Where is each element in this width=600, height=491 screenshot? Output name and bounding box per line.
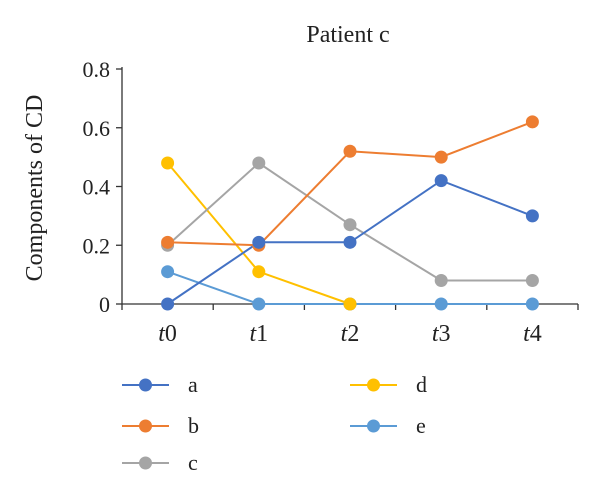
legend-marker <box>139 419 152 433</box>
x-tick-label-suffix: 4 <box>530 321 542 347</box>
legend-item-b: b <box>122 413 199 438</box>
y-tick-label: 0.8 <box>83 57 111 82</box>
legend-marker <box>367 378 380 392</box>
legend: abc de <box>122 372 427 475</box>
legend-item-e: e <box>350 413 426 438</box>
legend-marker <box>367 419 380 433</box>
x-tick-label-prefix: t <box>249 321 257 347</box>
y-tick-label: 0.4 <box>83 175 111 200</box>
data-point-c <box>343 218 357 232</box>
data-point-d <box>161 156 175 170</box>
data-point-b <box>161 235 175 249</box>
legend-marker <box>139 456 152 470</box>
data-point-c <box>525 274 539 287</box>
plot-area: 00.20.40.60.8t0 t1 t2 t3 t4 <box>83 57 579 347</box>
x-tick-label: t1 <box>249 321 268 347</box>
x-tick-label: t2 <box>341 321 360 347</box>
legend-item-a: a <box>122 372 198 397</box>
y-tick-label: 0.6 <box>83 116 111 141</box>
x-tick-label-prefix: t <box>523 321 531 347</box>
legend-item-c: c <box>122 450 198 475</box>
data-point-b <box>434 150 448 164</box>
legend-label: a <box>188 372 198 397</box>
x-tick-label-prefix: t <box>432 321 440 347</box>
data-point-a <box>434 174 448 188</box>
x-tick-label: t0 <box>158 321 177 347</box>
legend-label: e <box>416 413 426 438</box>
y-tick-label: 0.2 <box>83 233 111 258</box>
data-point-c <box>252 156 266 170</box>
legend-label: d <box>416 372 427 397</box>
data-point-a <box>161 297 175 311</box>
legend-item-d: d <box>350 372 427 397</box>
y-axis-label: Components of CD <box>22 95 48 282</box>
legend-label: b <box>188 413 199 438</box>
x-tick-label-suffix: 1 <box>256 321 268 347</box>
x-tick-label-prefix: t <box>158 321 166 347</box>
x-tick-label: t3 <box>432 321 451 347</box>
data-point-e <box>161 265 175 279</box>
x-tick-label-prefix: t <box>341 321 349 347</box>
x-tick-label: t4 <box>523 321 542 347</box>
x-tick-label-suffix: 2 <box>347 321 359 347</box>
x-tick-label-suffix: 0 <box>165 321 177 347</box>
legend-label: c <box>188 450 198 475</box>
data-point-c <box>434 274 448 287</box>
x-tick-label-suffix: 3 <box>439 321 451 347</box>
data-point-b <box>525 115 539 129</box>
data-point-a <box>343 235 357 249</box>
data-point-d <box>343 297 357 311</box>
legend-marker <box>139 378 152 392</box>
data-point-d <box>252 265 266 279</box>
y-tick-label: 0 <box>99 292 110 317</box>
data-point-a <box>252 235 266 249</box>
data-point-e <box>434 297 448 311</box>
data-point-e <box>525 297 539 311</box>
data-point-b <box>343 144 357 158</box>
data-point-a <box>525 209 539 223</box>
series-line-d <box>166 162 351 305</box>
data-point-e <box>252 297 266 311</box>
chart-title: Patient c <box>306 22 389 48</box>
